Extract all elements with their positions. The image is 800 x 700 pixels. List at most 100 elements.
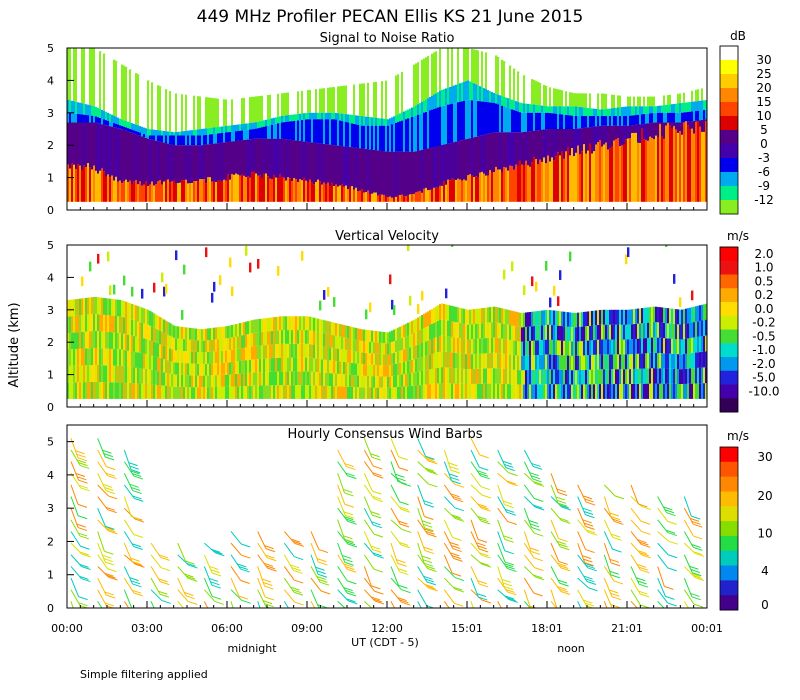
velocity-cell (131, 351, 134, 368)
velocity-cell (207, 375, 210, 388)
velocity-cell (343, 361, 346, 375)
snr-cell (487, 90, 490, 103)
snr-cell (169, 182, 172, 202)
velocity-cell (267, 371, 270, 386)
velocity-cell (309, 357, 312, 372)
velocity-cell (385, 343, 388, 355)
wind-barb (657, 542, 669, 556)
snr-cell (101, 52, 104, 110)
snr-cell (81, 48, 84, 104)
velocity-cell (457, 353, 460, 369)
snr-cell (455, 84, 458, 103)
snr-cell (387, 197, 390, 202)
velocity-cell (243, 334, 246, 348)
snr-cell (177, 145, 180, 184)
velocity-cell (329, 360, 332, 374)
wind-barb-flag (480, 475, 490, 480)
velocity-cell (523, 312, 526, 328)
wind-barb (363, 473, 373, 492)
snr-cell (525, 201, 528, 210)
snr-cell (257, 175, 260, 202)
velocity-cell (175, 338, 178, 351)
snr-cell (289, 114, 292, 122)
colorbar-swatch (720, 158, 738, 173)
wind-barb-flag (455, 517, 465, 522)
snr-cell (119, 180, 122, 202)
snr-cell (529, 166, 532, 202)
velocity-cell (439, 367, 442, 384)
velocity-cell (395, 340, 398, 353)
wind-barb-flag (610, 604, 620, 608)
wind-barb-flag (131, 589, 142, 594)
snr-cell (545, 112, 548, 130)
snr-cell (297, 114, 300, 121)
velocity-cell (691, 337, 694, 354)
snr-cell (647, 201, 650, 210)
velocity-cell (445, 320, 448, 336)
velocity-cell (97, 331, 100, 349)
wind-barb-flag (533, 481, 543, 486)
velocity-cell (627, 354, 630, 370)
snr-cell (391, 77, 394, 118)
velocity-cell (271, 371, 274, 386)
velocity-cell (127, 318, 130, 335)
snr-cell (543, 129, 546, 158)
velocity-cell (249, 262, 252, 273)
snr-cell (119, 63, 122, 119)
colorbar-label: -10.0 (748, 384, 779, 398)
velocity-cell (513, 325, 516, 341)
velocity-cell (447, 336, 450, 352)
snr-cell (503, 61, 506, 97)
velocity-cell (121, 366, 124, 383)
velocity-cell (317, 385, 320, 399)
velocity-cell (101, 382, 104, 399)
velocity-cell (159, 385, 162, 399)
velocity-cell (93, 381, 96, 399)
snr-cell (515, 201, 518, 210)
velocity-cell (169, 373, 172, 387)
velocity-cell (667, 353, 670, 369)
wind-barb (711, 508, 720, 523)
velocity-cell (561, 326, 564, 341)
snr-cell (453, 48, 456, 86)
velocity-cell (391, 299, 394, 310)
velocity-cell (147, 354, 150, 370)
snr-cell (83, 122, 86, 166)
snr-cell (469, 81, 472, 101)
velocity-cell (587, 340, 590, 356)
snr-cell (581, 116, 584, 129)
velocity-cell (447, 383, 450, 399)
velocity-cell (619, 384, 622, 399)
velocity-cell (129, 303, 132, 320)
velocity-cell (175, 374, 178, 387)
velocity-cell (529, 369, 532, 385)
snr-cell (341, 85, 344, 114)
wind-barb-flag (106, 594, 116, 599)
velocity-cell (155, 356, 158, 371)
velocity-cell (453, 352, 456, 369)
velocity-cell (353, 339, 356, 352)
x-tick-label: 15:01 (451, 622, 483, 635)
velocity-cell (423, 356, 426, 371)
velocity-cell (535, 340, 538, 356)
snr-cell (277, 123, 280, 139)
snr-cell (537, 112, 540, 131)
velocity-cell (209, 363, 212, 376)
velocity-cell (601, 339, 604, 355)
snr-cell (509, 165, 512, 202)
wind-barb-flag (372, 552, 382, 557)
snr-cell (337, 186, 340, 202)
snr-cell (293, 201, 296, 210)
snr-cell (271, 124, 274, 139)
snr-cell (279, 138, 282, 175)
velocity-cell (257, 258, 260, 269)
snr-cell (545, 129, 548, 164)
snr-cell (679, 112, 682, 123)
wind-barb-flag (636, 577, 646, 582)
snr-cell (649, 96, 652, 107)
velocity-cell (493, 368, 496, 384)
velocity-cell (615, 339, 618, 355)
velocity-cell (99, 365, 102, 382)
snr-cell (177, 131, 180, 136)
velocity-cell (219, 338, 222, 351)
